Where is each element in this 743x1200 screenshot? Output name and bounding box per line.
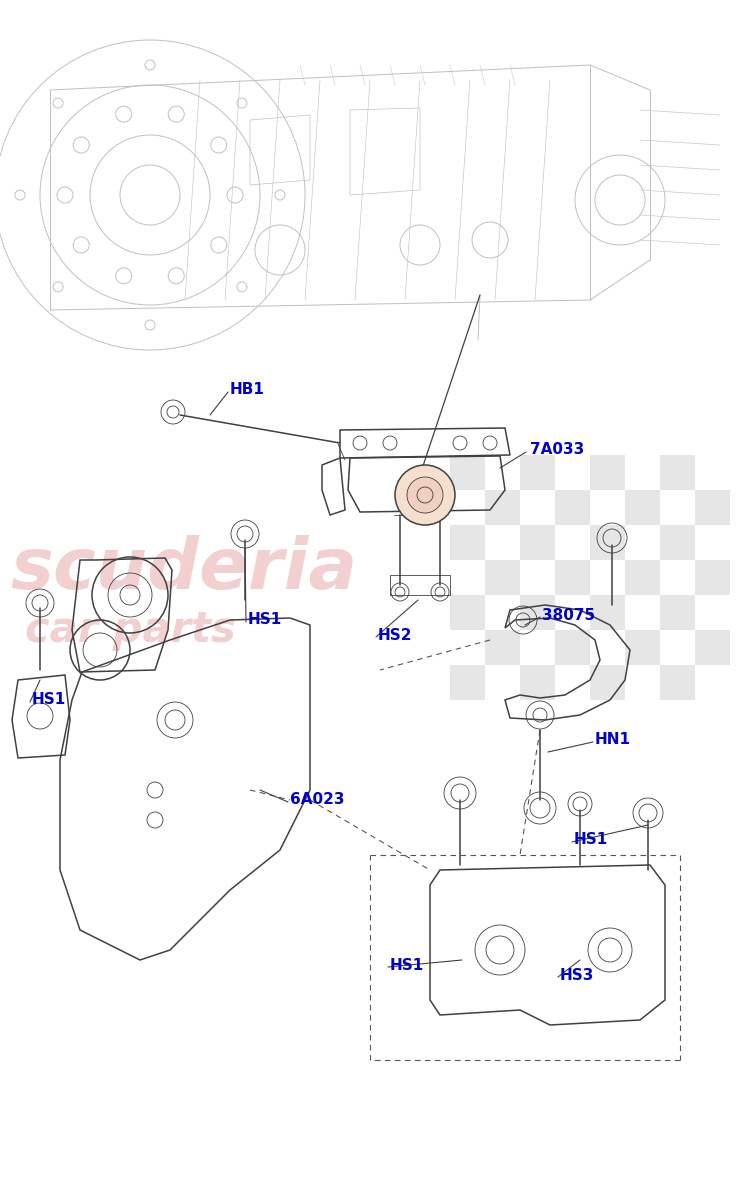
Bar [390,575,450,595]
Bar [625,560,660,595]
Text: HN1: HN1 [595,732,631,748]
Bar [695,490,730,526]
Text: 7A033: 7A033 [530,443,584,457]
Bar [555,490,590,526]
Bar [485,560,520,595]
Bar [485,630,520,665]
Text: 6A023: 6A023 [290,792,345,808]
Text: HS2: HS2 [378,628,412,642]
Text: HS3: HS3 [560,967,594,983]
Text: HS1: HS1 [574,833,609,847]
Bar [520,665,555,700]
Text: HS1: HS1 [248,612,282,628]
Bar [520,526,555,560]
Bar [660,665,695,700]
Bar [695,630,730,665]
Text: car parts: car parts [25,608,236,650]
Circle shape [395,464,455,526]
Bar [590,455,625,490]
Bar [520,455,555,490]
Bar [660,526,695,560]
Bar [660,595,695,630]
Bar [450,455,485,490]
Bar [450,526,485,560]
Bar [590,595,625,630]
Text: 38075: 38075 [542,607,595,623]
Bar [450,665,485,700]
Bar [590,526,625,560]
Bar [450,595,485,630]
Bar [590,665,625,700]
Bar [555,560,590,595]
Bar [485,490,520,526]
Bar [695,560,730,595]
Bar [520,595,555,630]
Bar [625,630,660,665]
Bar [555,630,590,665]
Bar [625,490,660,526]
Text: scuderia: scuderia [10,535,357,605]
Text: HS1: HS1 [32,692,66,708]
Circle shape [407,476,443,514]
Text: HB1: HB1 [230,383,265,397]
Text: HS1: HS1 [390,958,424,972]
Bar [660,455,695,490]
